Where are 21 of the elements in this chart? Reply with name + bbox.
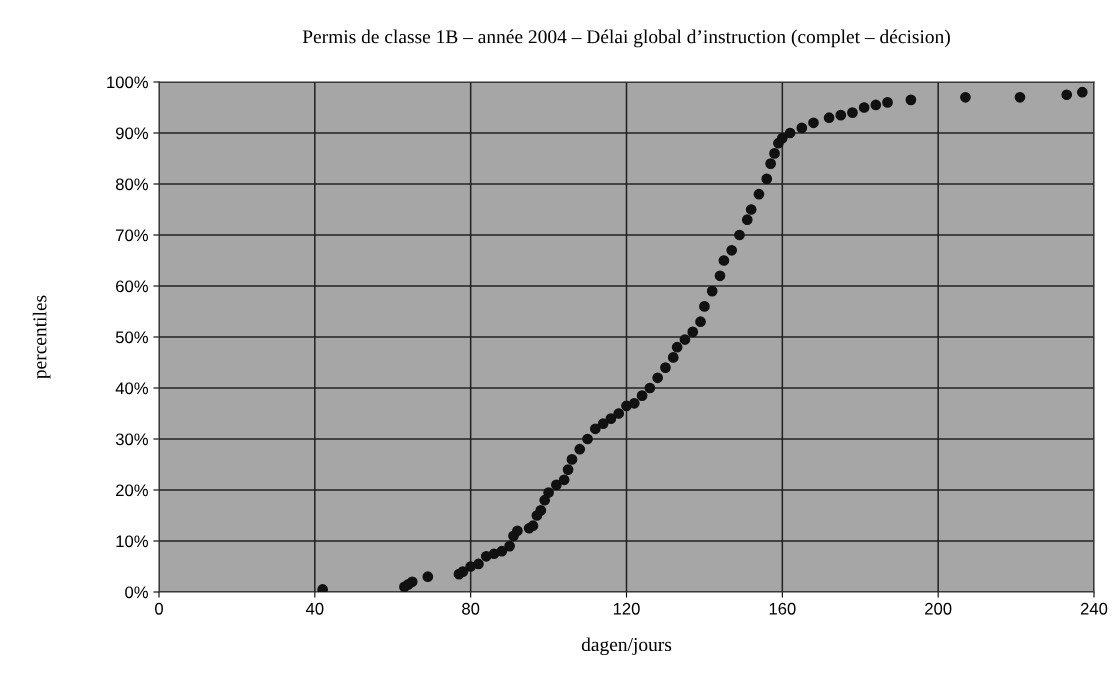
chart-title: Permis de classe 1B – année 2004 – Délai global d’instruction (complet – décision) <box>302 29 950 48</box>
x-tick-label: 160 <box>769 602 796 615</box>
y-tick-label: 30% <box>115 433 148 446</box>
y-tick-label: 10% <box>116 535 148 548</box>
y-tick-label: 80% <box>115 178 148 191</box>
x-tick-label: 120 <box>613 602 640 615</box>
x-tick-label: 200 <box>925 602 952 615</box>
y-tick-label: 20% <box>116 484 148 497</box>
y-tick-label: 40% <box>115 382 148 395</box>
y-tick-label: 50% <box>115 331 148 344</box>
y-tick-label: 70% <box>116 229 148 242</box>
y-tick-label: 90% <box>116 127 148 140</box>
y-tick-label: 60% <box>116 280 148 293</box>
y-tick-label: 0% <box>125 586 148 599</box>
y-axis-title: percentiles <box>32 295 51 379</box>
x-axis-title: dagen/jours <box>581 637 672 656</box>
y-tick-label: 100% <box>107 76 148 89</box>
x-tick-label: 80 <box>462 602 480 615</box>
x-tick-label: 40 <box>305 602 324 615</box>
x-tick-label: 0 <box>155 602 163 615</box>
x-tick-label: 240 <box>1080 602 1108 615</box>
